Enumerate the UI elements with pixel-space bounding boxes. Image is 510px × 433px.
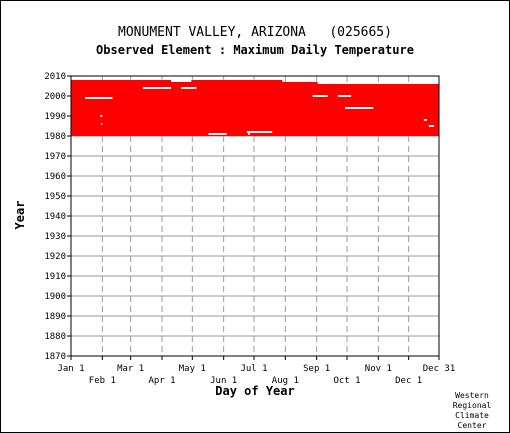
credit-line: Center — [457, 421, 487, 430]
x-tick-label: Mar 1 — [117, 364, 144, 374]
y-tick-label: 1930 — [44, 232, 66, 242]
x-tick-label: Feb 1 — [89, 376, 116, 386]
x-axis-label: Day of Year — [215, 384, 295, 398]
y-tick-label: 1940 — [44, 212, 66, 222]
data-missing-gap — [142, 87, 172, 89]
y-tick-label: 2010 — [44, 72, 66, 82]
data-missing-gap — [312, 95, 328, 97]
y-tick-label: 1990 — [44, 112, 66, 122]
credit-block: Western Regional Climate Center — [447, 391, 497, 431]
y-tick-label: 1890 — [44, 312, 66, 322]
data-missing-gap — [423, 119, 427, 121]
x-tick-label: Apr 1 — [148, 376, 175, 386]
credit-line: Climate — [455, 411, 489, 420]
chart-title: MONUMENT VALLEY, ARIZONA (025665) — [118, 25, 392, 40]
x-tick-label: Aug 1 — [272, 376, 299, 386]
credit-line: Regional — [452, 401, 492, 410]
data-coverage-block — [191, 80, 283, 82]
x-tick-label: Dec 31 — [423, 364, 456, 374]
data-missing-gap — [85, 97, 113, 99]
y-tick-label: 1960 — [44, 172, 66, 182]
y-tick-label: 2000 — [44, 92, 66, 102]
data-missing-gap — [344, 107, 374, 109]
y-tick-label: 1950 — [44, 192, 66, 202]
y-tick-label: 1900 — [44, 292, 66, 302]
data-missing-gap — [101, 123, 103, 125]
x-tick-label: Sep 1 — [303, 364, 330, 374]
x-tick-label: Oct 1 — [333, 376, 360, 386]
x-tick-label: Jun 1 — [210, 376, 237, 386]
data-missing-gap — [247, 133, 250, 135]
y-tick-label: 1980 — [44, 132, 66, 142]
y-tick-label: 1880 — [44, 332, 66, 342]
data-coverage-block — [71, 80, 172, 82]
x-tick-label: Nov 1 — [365, 364, 392, 374]
data-missing-gap — [337, 95, 352, 97]
data-missing-gap — [428, 125, 434, 127]
data-missing-gap — [100, 115, 103, 117]
y-tick-label: 1910 — [44, 272, 66, 282]
x-tick-label: Jan 1 — [57, 364, 84, 374]
data-coverage-block — [71, 82, 318, 84]
x-tick-label: May 1 — [179, 364, 206, 374]
data-missing-gap — [181, 87, 197, 89]
y-tick-label: 1970 — [44, 152, 66, 162]
x-tick-label: Jul 1 — [240, 364, 267, 374]
credit-line: Western — [455, 391, 489, 400]
data-missing-gap — [246, 131, 273, 133]
chart-subtitle: Observed Element : Maximum Daily Tempera… — [96, 43, 414, 57]
data-missing-gap — [208, 133, 227, 135]
y-tick-label: 1920 — [44, 252, 66, 262]
data-coverage-block — [71, 84, 439, 136]
y-tick-label: 1870 — [44, 352, 66, 362]
x-tick-label: Dec 1 — [395, 376, 422, 386]
